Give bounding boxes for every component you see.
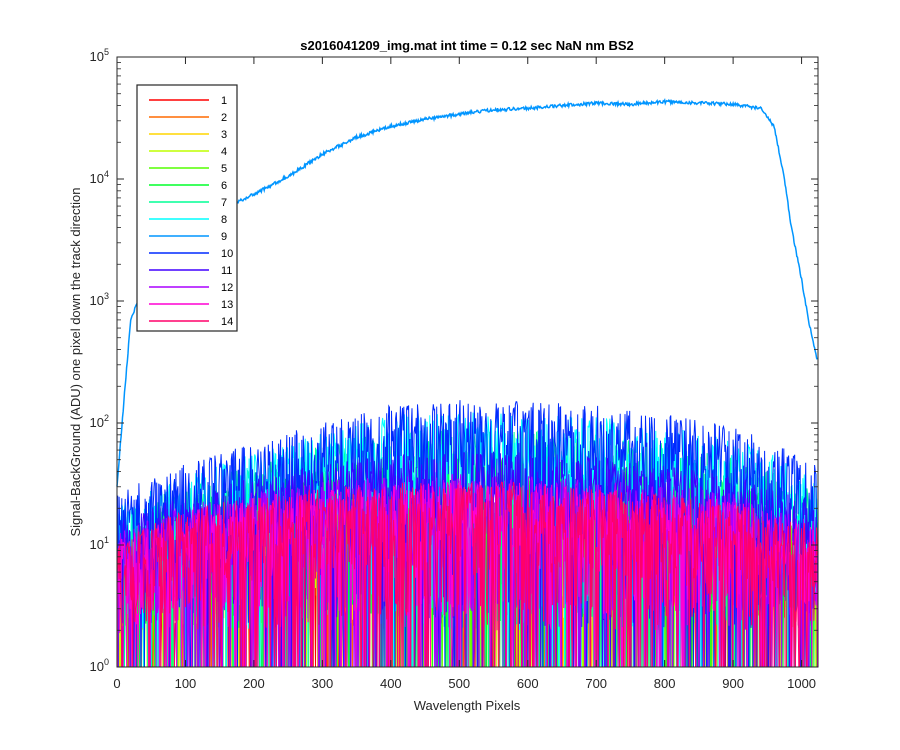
legend-label-9: 9 bbox=[221, 231, 227, 243]
y-tick-label: 102 bbox=[90, 413, 109, 430]
legend-label-13: 13 bbox=[221, 299, 233, 311]
y-tick-label: 104 bbox=[90, 169, 109, 186]
legend-label-7: 7 bbox=[221, 197, 227, 209]
legend-label-14: 14 bbox=[221, 316, 233, 328]
legend-label-11: 11 bbox=[221, 265, 232, 277]
series-line-13 bbox=[116, 480, 818, 668]
x-tick-label: 200 bbox=[243, 676, 265, 691]
legend-label-6: 6 bbox=[221, 180, 227, 192]
legend-box bbox=[136, 84, 238, 332]
y-tick-label: 101 bbox=[90, 535, 109, 552]
x-axis-label: Wavelength Pixels bbox=[414, 698, 521, 713]
legend-label-5: 5 bbox=[221, 163, 227, 175]
legend-label-2: 2 bbox=[221, 112, 227, 124]
chart-title: s2016041209_img.mat int time = 0.12 sec … bbox=[300, 38, 634, 53]
legend-label-10: 10 bbox=[221, 248, 233, 260]
x-tick-label: 300 bbox=[312, 676, 334, 691]
y-tick-label: 105 bbox=[90, 47, 109, 64]
y-axis-label: Signal-BackGround (ADU) one pixel down t… bbox=[68, 187, 83, 536]
ticks-layer: 0 100 200 300 400 500 600 700 800 900 100010010110… bbox=[90, 47, 818, 691]
legend-label-12: 12 bbox=[221, 282, 233, 294]
x-tick-label: 700 bbox=[585, 676, 607, 691]
x-tick-label: 1000 bbox=[787, 676, 816, 691]
legend-label-1: 1 bbox=[221, 95, 227, 107]
x-tick-label: 400 bbox=[380, 676, 402, 691]
x-tick-label: 600 bbox=[517, 676, 539, 691]
x-tick-label: 800 bbox=[654, 676, 676, 691]
x-tick-label: 500 bbox=[448, 676, 470, 691]
series-line-14 bbox=[116, 481, 818, 668]
legend-label-3: 3 bbox=[221, 129, 227, 141]
x-tick-label: 100 bbox=[175, 676, 197, 691]
x-tick-label: 900 bbox=[722, 676, 744, 691]
y-tick-label: 100 bbox=[90, 657, 109, 674]
y-tick-label: 103 bbox=[90, 291, 109, 308]
legend-label-4: 4 bbox=[221, 146, 227, 158]
legend-label-8: 8 bbox=[221, 214, 227, 226]
x-tick-label: 0 bbox=[113, 676, 120, 691]
axes-box bbox=[116, 56, 819, 668]
